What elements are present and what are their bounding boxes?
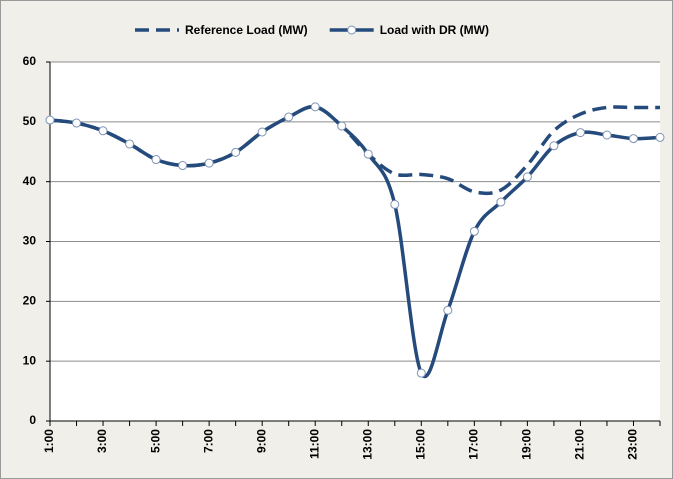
x-tick-label: 23:00 xyxy=(626,429,640,460)
y-tick-label: 30 xyxy=(23,234,37,248)
data-point xyxy=(98,126,108,136)
data-point xyxy=(496,197,506,207)
data-point xyxy=(178,161,188,171)
legend-label: Load with DR (MW) xyxy=(380,23,489,37)
x-tick-label: 3:00 xyxy=(95,429,109,453)
x-tick-label: 9:00 xyxy=(254,429,268,453)
y-tick-label: 50 xyxy=(23,114,37,128)
data-point xyxy=(416,368,426,378)
data-point xyxy=(72,118,82,128)
data-point xyxy=(337,121,347,131)
data-point xyxy=(231,147,241,157)
x-tick-label: 17:00 xyxy=(467,429,481,460)
data-point xyxy=(204,158,214,168)
data-point xyxy=(363,149,373,159)
data-point xyxy=(45,115,55,125)
y-tick-label: 40 xyxy=(23,174,37,188)
data-point xyxy=(390,199,400,209)
legend-label: Reference Load (MW) xyxy=(185,23,308,37)
y-tick-label: 10 xyxy=(23,353,37,367)
x-tick-label: 5:00 xyxy=(148,429,162,453)
y-tick-label: 0 xyxy=(29,413,36,427)
data-point xyxy=(655,132,665,142)
x-tick-label: 13:00 xyxy=(360,429,374,460)
data-point xyxy=(257,127,267,137)
x-tick-label: 19:00 xyxy=(520,429,534,460)
legend-marker xyxy=(347,25,357,35)
data-point xyxy=(443,305,453,315)
y-tick-label: 20 xyxy=(23,294,37,308)
data-point xyxy=(284,112,294,122)
x-tick-label: 11:00 xyxy=(307,429,321,459)
data-point xyxy=(125,139,135,149)
data-point xyxy=(151,155,161,165)
data-point xyxy=(575,128,585,138)
data-point xyxy=(602,130,612,140)
y-tick-label: 60 xyxy=(23,54,37,68)
data-point xyxy=(628,134,638,144)
x-tick-label: 1:00 xyxy=(42,429,56,453)
data-point xyxy=(469,226,479,236)
data-point xyxy=(549,141,559,151)
x-tick-label: 15:00 xyxy=(413,429,427,460)
data-point xyxy=(522,172,532,182)
x-tick-label: 7:00 xyxy=(201,429,215,453)
data-point xyxy=(310,102,320,112)
x-tick-label: 21:00 xyxy=(573,429,587,460)
